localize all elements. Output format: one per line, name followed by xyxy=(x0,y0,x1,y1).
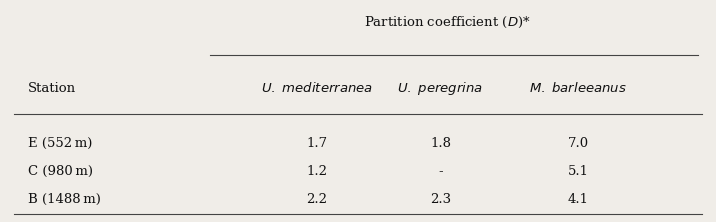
Text: Station: Station xyxy=(28,82,76,95)
Text: Partition coefficient ($D$)*: Partition coefficient ($D$)* xyxy=(364,14,531,30)
Text: 4.1: 4.1 xyxy=(568,192,589,206)
Text: 2.2: 2.2 xyxy=(306,192,327,206)
Text: 1.8: 1.8 xyxy=(430,137,451,150)
Text: 7.0: 7.0 xyxy=(567,137,589,150)
Text: $\it{U.}$ $\it{mediterranea}$: $\it{U.}$ $\it{mediterranea}$ xyxy=(261,81,373,95)
Text: C (980 m): C (980 m) xyxy=(28,165,93,178)
Text: 1.7: 1.7 xyxy=(306,137,327,150)
Text: 1.2: 1.2 xyxy=(306,165,327,178)
Text: $\it{U.}$ $\it{peregrina}$: $\it{U.}$ $\it{peregrina}$ xyxy=(397,80,483,97)
Text: -: - xyxy=(438,165,442,178)
Text: 2.3: 2.3 xyxy=(430,192,451,206)
Text: 5.1: 5.1 xyxy=(568,165,589,178)
Text: E (552 m): E (552 m) xyxy=(28,137,92,150)
Text: B (1488 m): B (1488 m) xyxy=(28,192,101,206)
Text: $\it{M.}$ $\it{barleeanus}$: $\it{M.}$ $\it{barleeanus}$ xyxy=(529,81,627,95)
